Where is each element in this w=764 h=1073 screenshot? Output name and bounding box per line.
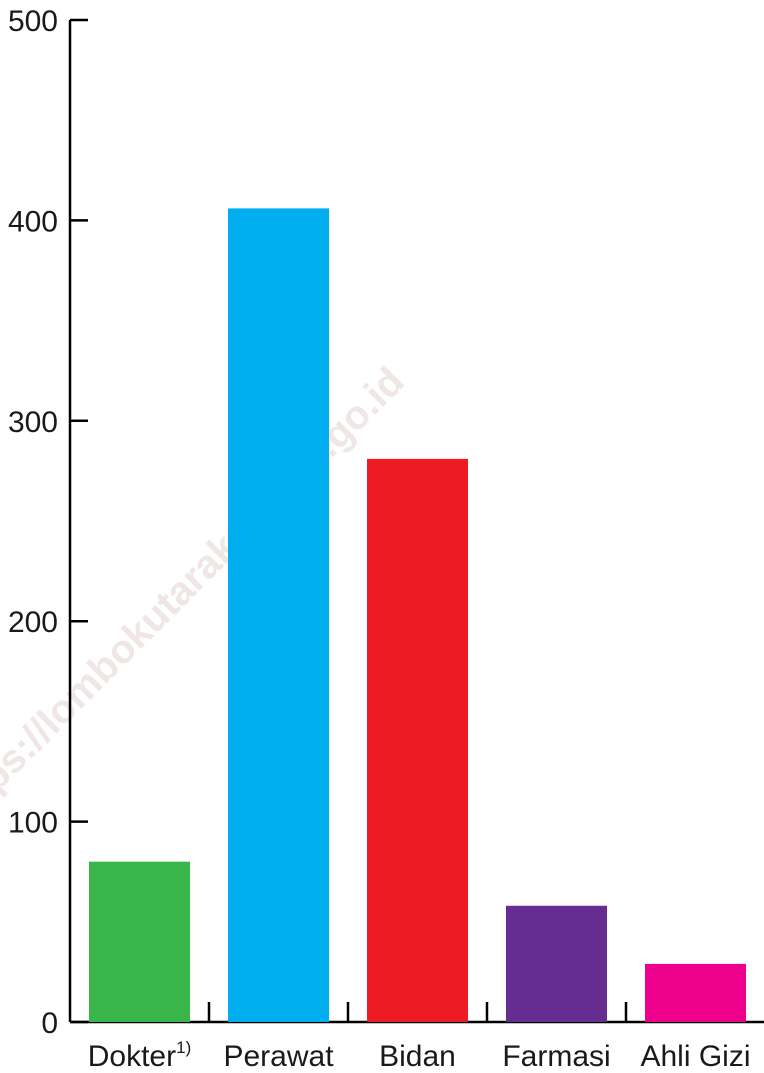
bar-bidan [367, 458, 468, 1023]
labels: 0 100 200 300 400 500 Dokter1) Perawat Bidan Farm… [8, 5, 751, 1073]
category-label: Farmasi [502, 1040, 610, 1073]
watermark: https://lombokutarakab.bps.go.id [0, 359, 413, 836]
x-tick-label: Ahli Gizi [640, 1040, 750, 1073]
y-tick-label: 200 [8, 606, 58, 639]
category-label: Bidan [379, 1040, 456, 1073]
bar-ahli-gizi [645, 963, 746, 1022]
y-tick-label: 0 [41, 1007, 58, 1040]
y-tick-label: 400 [8, 205, 58, 238]
x-tick-label: Dokter1) [88, 1038, 191, 1073]
bar-farmasi [506, 905, 607, 1022]
x-tick-label: Perawat [223, 1040, 334, 1073]
y-tick-label: 300 [8, 406, 58, 439]
bar-dokter [89, 861, 190, 1022]
category-label: Dokter [88, 1040, 176, 1073]
category-label: Ahli Gizi [640, 1040, 750, 1073]
category-footnote-marker: 1) [176, 1038, 191, 1057]
bar-perawat [228, 208, 329, 1023]
category-label: Perawat [223, 1040, 334, 1073]
x-tick-label: Farmasi [502, 1040, 610, 1073]
bars [89, 208, 746, 1023]
x-tick-label: Bidan [379, 1040, 456, 1073]
y-tick-label: 100 [8, 807, 58, 840]
y-tick-label: 500 [8, 5, 58, 38]
